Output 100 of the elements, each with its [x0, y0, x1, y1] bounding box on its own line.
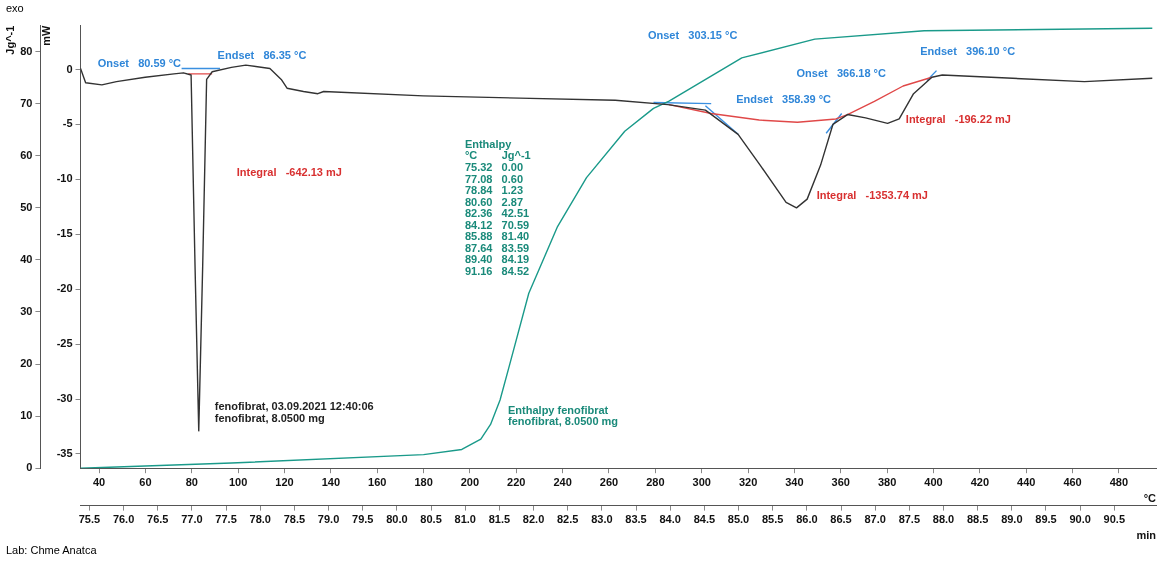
x2-tick-label: 76.0	[112, 513, 135, 526]
y2-tick-label: 10	[20, 409, 33, 422]
x2-tick-label: 85.0	[727, 513, 750, 526]
y-tick-label: 0	[66, 62, 73, 75]
x-tick-label: 320	[738, 475, 758, 488]
x2-tick-label: 89.0	[1001, 513, 1023, 526]
x-tick-label: 300	[692, 475, 711, 488]
x-tick-label: 200	[460, 475, 480, 488]
y-tick-label: -35	[56, 446, 73, 459]
annotation: Endset 86.35 °C	[217, 49, 307, 62]
y-tick-label: -20	[56, 282, 73, 295]
x2-tick-label: 87.5	[898, 513, 921, 526]
x2-tick-label: 80.0	[386, 513, 408, 526]
x-tick-label: 280	[646, 475, 665, 488]
y2-tick-label: 80	[20, 44, 33, 57]
annotation: 77.08 0.60	[464, 172, 524, 185]
x2-tick-label: 81.5	[488, 513, 511, 526]
x-tick-label: 180	[414, 475, 433, 488]
y-tick-label: -30	[56, 392, 73, 405]
y-axis-title: mW	[40, 24, 53, 46]
annotation: 91.16 84.52	[464, 264, 530, 277]
y2-tick-label: 0	[26, 461, 33, 474]
x2-tick-label: 82.0	[522, 513, 545, 526]
y-tick-label: -5	[62, 117, 73, 130]
x2-tick-label: 80.5	[420, 513, 442, 526]
y2-tick-label: 50	[20, 200, 33, 213]
annotation: 87.64 83.59	[464, 241, 530, 254]
x-tick-label: 140	[321, 475, 341, 488]
annotation: fenofibrat, 8.0500 mg	[508, 415, 619, 428]
x2-tick-label: 81.0	[454, 513, 476, 526]
x2-tick-label: 84.0	[659, 513, 681, 526]
x2-tick-label: 90.5	[1103, 513, 1126, 526]
annotation: Onset 366.18 °C	[796, 66, 886, 79]
x-tick-label: 60	[139, 475, 152, 488]
x-axis-title: °C	[1143, 492, 1157, 505]
x2-tick-label: 77.5	[215, 513, 237, 526]
x2-tick-label: 78.5	[283, 513, 306, 526]
x2-tick-label: 75.5	[78, 513, 101, 526]
x-tick-label: 380	[877, 475, 897, 488]
y2-tick-label: 30	[20, 305, 33, 318]
x-tick-label: 40	[92, 475, 106, 488]
x-tick-label: 420	[970, 475, 990, 488]
x-tick-label: 400	[924, 475, 943, 488]
y2-tick-label: 60	[20, 148, 33, 161]
x2-tick-label: 86.5	[830, 513, 852, 526]
text: Lab: Chme Anatca	[5, 543, 98, 558]
x-tick-label: 220	[507, 475, 526, 488]
y2-tick-label: 70	[20, 96, 33, 109]
y-tick-label: -10	[56, 172, 73, 185]
annotation: 84.12 70.59	[464, 218, 530, 231]
x-tick-label: 440	[1017, 475, 1036, 488]
annotation: fenofibrat, 8.0500 mg	[214, 411, 325, 424]
annotation: Enthalpy	[464, 137, 513, 150]
x2-tick-label: 82.5	[556, 513, 579, 526]
annotation: Onset 80.59 °C	[97, 57, 182, 70]
annotation: Integral -1353.74 mJ	[816, 189, 928, 202]
annotation: °C Jg^-1	[464, 149, 531, 162]
annotation: Endset 358.39 °C	[736, 93, 832, 106]
text: exo	[5, 1, 25, 16]
x2-axis-title: min	[1136, 529, 1157, 542]
y2-tick-label: 20	[20, 357, 33, 370]
x2-tick-label: 87.0	[864, 513, 886, 526]
annotation: fenofibrat, 03.09.2021 12:40:06	[214, 400, 374, 413]
x2-tick-label: 89.5	[1035, 513, 1057, 526]
x2-tick-label: 90.0	[1069, 513, 1091, 526]
x2-tick-label: 86.0	[796, 513, 818, 526]
x2-tick-label: 77.0	[181, 513, 203, 526]
x2-tick-label: 76.5	[147, 513, 169, 526]
x2-tick-label: 83.0	[591, 513, 613, 526]
y2-tick-label: 40	[20, 252, 33, 265]
x-tick-label: 480	[1109, 475, 1129, 488]
annotation: Enthalpy fenofibrat	[508, 403, 609, 416]
annotation: 80.60 2.87	[464, 195, 524, 208]
annotation: Endset 396.10 °C	[920, 45, 1016, 58]
x-tick-label: 100	[228, 475, 248, 488]
y2-axis-title: Jg^-1	[3, 25, 16, 55]
x2-tick-label: 78.0	[249, 513, 271, 526]
annotation: 85.88 81.40	[464, 230, 530, 243]
x2-tick-label: 79.5	[352, 513, 374, 526]
x-tick-label: 160	[368, 475, 387, 488]
annotation: Integral -196.22 mJ	[905, 113, 1011, 126]
x2-tick-label: 88.0	[932, 513, 955, 526]
y-tick-label: -15	[56, 227, 73, 240]
x2-tick-label: 79.0	[317, 513, 340, 526]
annotation: 82.36 42.51	[464, 207, 530, 220]
x-tick-label: 120	[275, 475, 294, 488]
x-tick-label: 340	[785, 475, 804, 488]
x2-tick-label: 83.5	[625, 513, 647, 526]
x2-tick-label: 85.5	[761, 513, 784, 526]
annotation: 75.32 0.00	[464, 161, 524, 173]
annotation: 89.40 84.19	[464, 253, 530, 266]
y-tick-label: -25	[56, 337, 73, 350]
annotation: Onset 303.15 °C	[647, 28, 738, 41]
x-tick-label: 260	[599, 475, 619, 488]
x-tick-label: 80	[185, 475, 198, 488]
annotation: 78.84 1.23	[464, 184, 524, 197]
x-tick-label: 240	[553, 475, 572, 488]
x-tick-label: 360	[831, 475, 850, 488]
x2-tick-label: 84.5	[693, 513, 716, 526]
annotation: Integral -642.13 mJ	[236, 166, 342, 179]
